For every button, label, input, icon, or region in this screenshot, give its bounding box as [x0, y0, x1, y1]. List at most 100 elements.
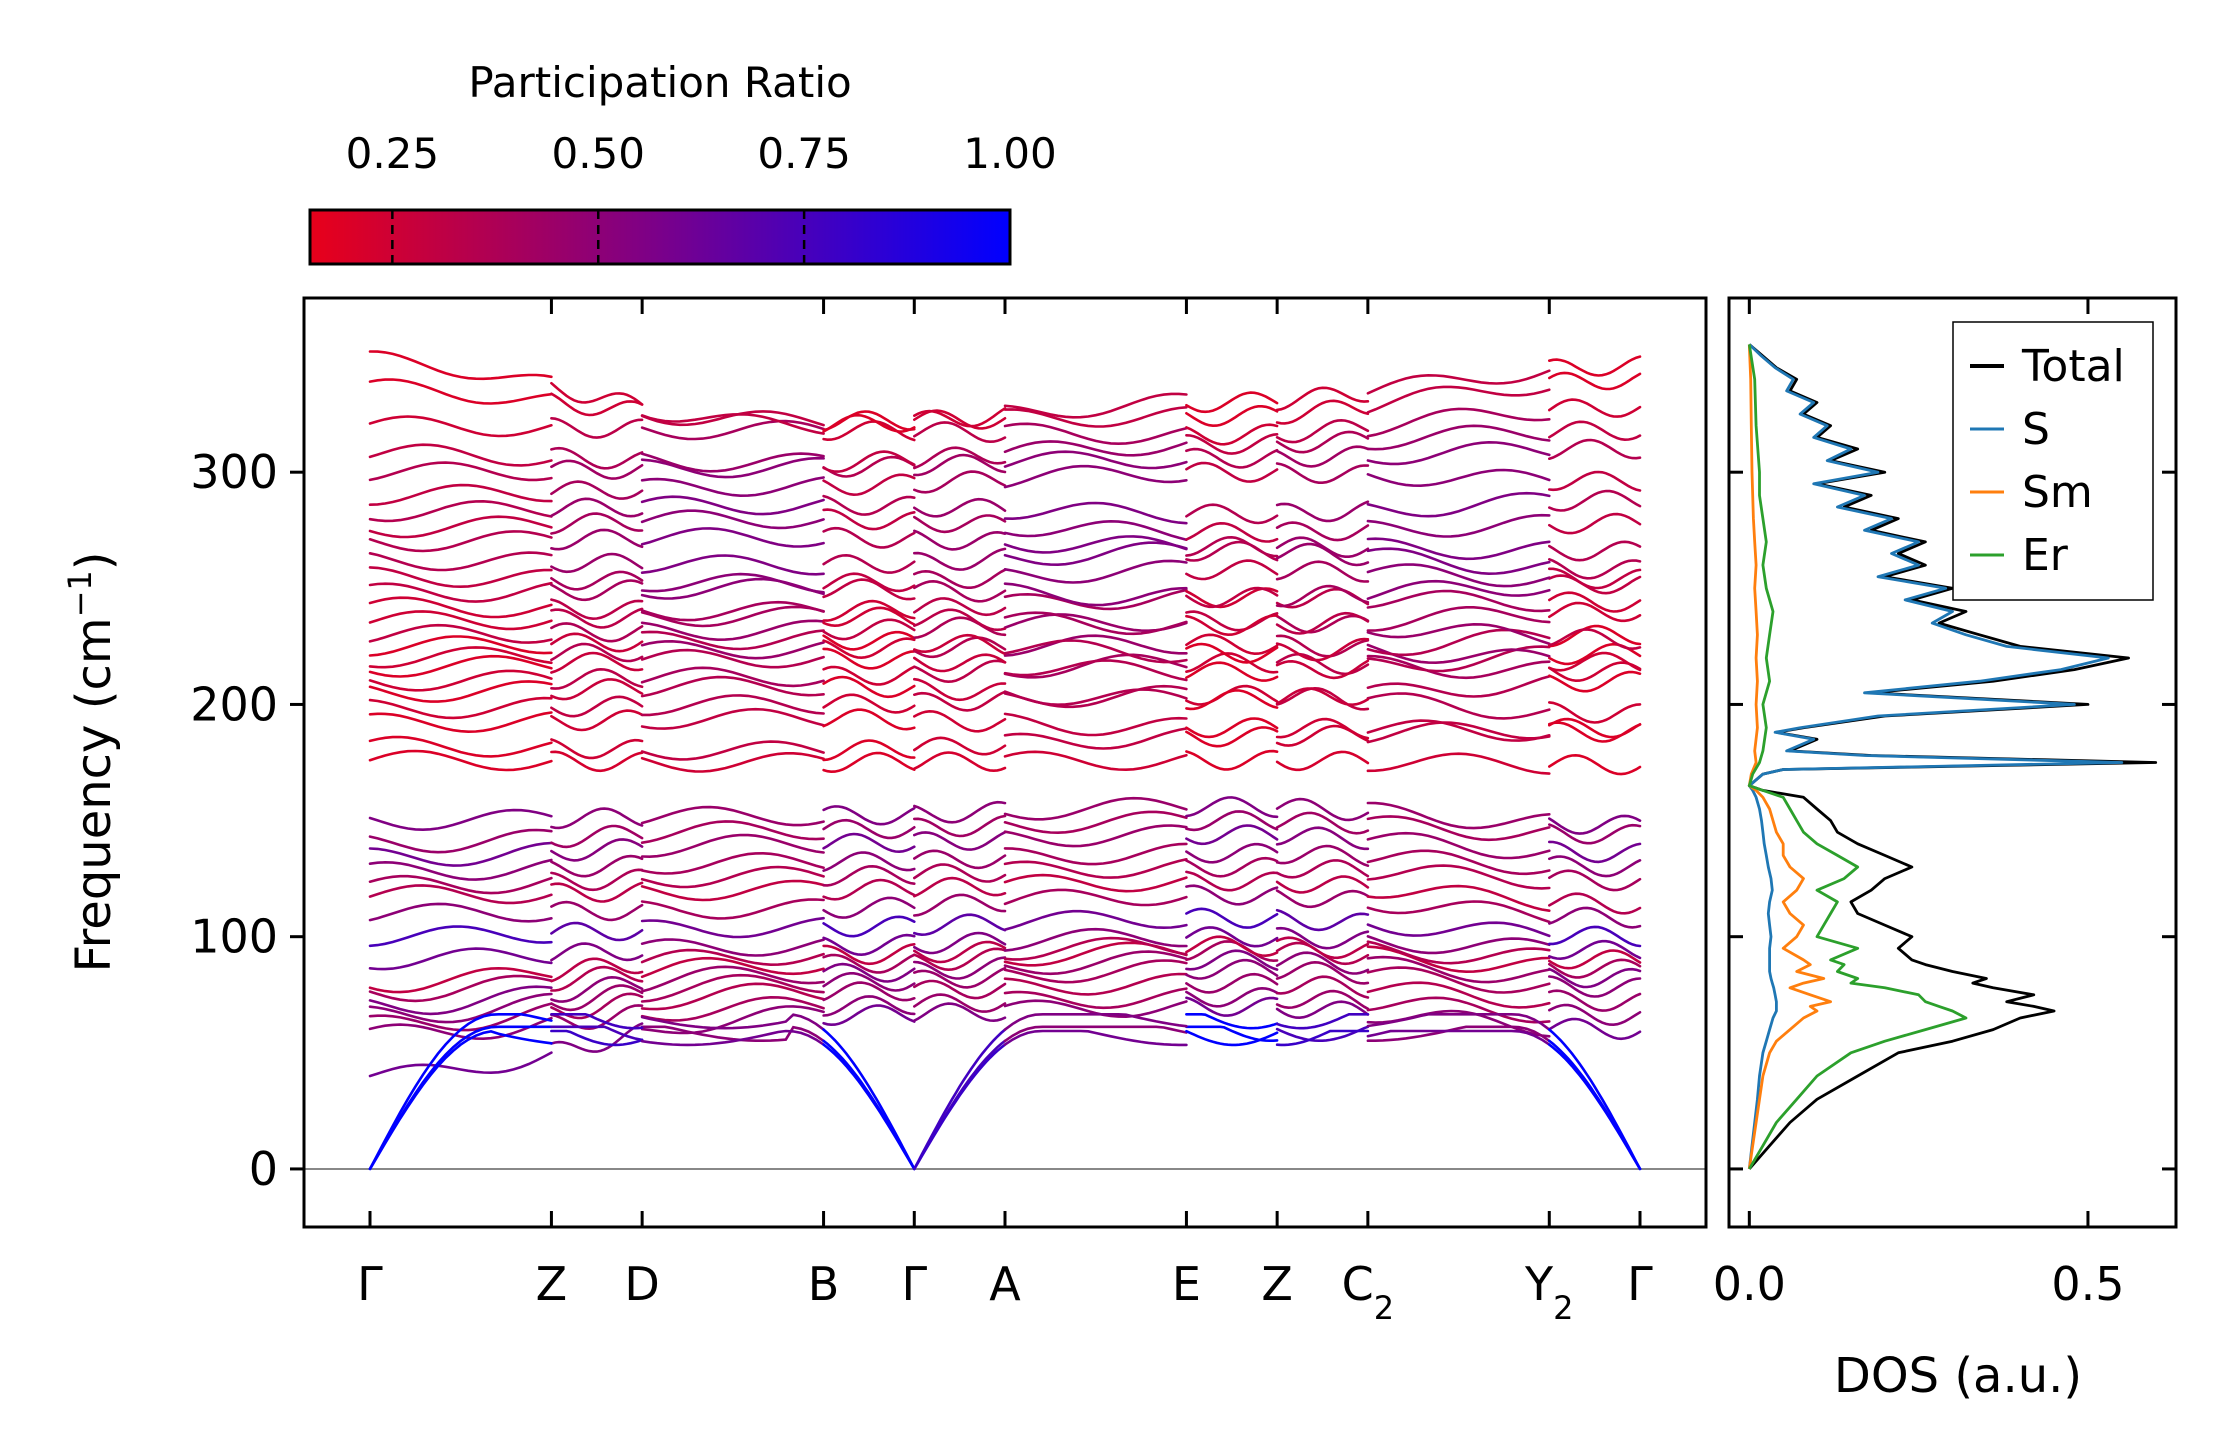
low-band-line [368, 925, 553, 948]
low-band-line [550, 1022, 644, 1053]
low-band-line [1275, 797, 1370, 822]
optical-band-line [1366, 547, 1551, 576]
low-band-line [1185, 907, 1279, 929]
optical-band-line [1185, 405, 1279, 428]
low-band-line [913, 940, 1007, 964]
low-band-line [1003, 936, 1188, 961]
low-band-line [1366, 831, 1551, 860]
acoustic-band-line [822, 1028, 916, 1171]
low-band-line [368, 808, 553, 832]
optical-band-line [550, 622, 644, 643]
low-band-line [550, 965, 644, 992]
low-band-line [822, 805, 916, 826]
optical-band-line [640, 605, 825, 628]
low-band-line [822, 896, 916, 919]
low-band-line [1003, 987, 1188, 1010]
dos-line-sm [1747, 344, 1832, 1170]
optical-band-line [822, 553, 916, 574]
optical-band-line [1548, 753, 1642, 776]
optical-band-line [1275, 399, 1370, 425]
optical-band-line [1275, 500, 1370, 523]
optical-band-line [1275, 652, 1370, 676]
optical-band-line [1275, 637, 1370, 662]
low-band-line [913, 956, 1007, 980]
low-band-line [1548, 1003, 1642, 1027]
k-point-label: B [808, 1257, 840, 1311]
optical-band-line [640, 456, 825, 479]
low-band-line [368, 985, 553, 1016]
optical-band-line [913, 616, 1007, 639]
low-band-line [822, 943, 916, 966]
low-band-line [550, 942, 644, 962]
acoustic-band-line [368, 1013, 553, 1171]
optical-band-line [1548, 470, 1642, 492]
optical-band-line [1003, 712, 1188, 737]
optical-band-line [1275, 542, 1370, 567]
optical-band-line [1548, 398, 1642, 418]
low-band-line [1003, 927, 1188, 952]
optical-band-line [1548, 651, 1642, 672]
optical-band-line [368, 483, 553, 506]
optical-band-line [1003, 559, 1188, 584]
optical-band-line [1366, 622, 1551, 645]
optical-band-line [640, 694, 825, 717]
optical-band-line [1548, 558, 1642, 580]
optical-band-line [1185, 717, 1279, 739]
optical-band-line [822, 630, 916, 651]
k-point-letter: A [989, 1257, 1021, 1311]
acoustic-band-line [640, 1029, 825, 1047]
low-band-line [640, 995, 825, 1022]
k-point-subscript: 2 [1374, 1289, 1394, 1327]
optical-band-line [913, 497, 1007, 518]
low-band-line [1548, 906, 1642, 929]
low-band-line [550, 881, 644, 903]
optical-band-line [913, 453, 1007, 477]
optical-band-line [822, 665, 916, 686]
optical-band-line [1366, 579, 1551, 600]
optical-band-line [1548, 591, 1642, 613]
optical-band-line [640, 527, 825, 548]
low-band-line [1003, 810, 1188, 835]
low-band-line [1185, 986, 1279, 1008]
y-tick-label: 300 [190, 445, 278, 499]
acoustic-band-line [913, 1043, 1007, 1171]
optical-band-line [368, 499, 553, 523]
k-point-label: A [989, 1257, 1021, 1311]
optical-band-line [368, 610, 553, 631]
colorbar-ticks: 0.25 0.50 0.75 1.00 [346, 129, 1057, 178]
low-band-line [1185, 824, 1279, 846]
optical-band-line [550, 667, 644, 690]
optical-band-line [1003, 634, 1188, 657]
optical-band-line [913, 529, 1007, 551]
low-band-line [822, 972, 916, 992]
low-band-line [640, 805, 825, 827]
band-lines [368, 350, 1642, 1171]
optical-band-line [550, 651, 644, 674]
optical-band-line [640, 419, 825, 441]
acoustic-band-line [913, 1028, 1007, 1171]
optical-band-line [1185, 391, 1279, 414]
optical-band-line [368, 711, 553, 734]
k-point-label: Γ [901, 1257, 927, 1311]
low-band-line [1366, 940, 1551, 965]
optical-band-line [550, 392, 644, 417]
y-tick-label: 100 [190, 910, 278, 964]
acoustic-band-line [1275, 1025, 1370, 1042]
k-point-label: Γ [1627, 1257, 1653, 1311]
low-band-line [1366, 935, 1551, 955]
low-band-line [368, 966, 553, 994]
low-band-line [913, 993, 1007, 1013]
optical-band-line [1366, 654, 1551, 680]
low-band-line [640, 982, 825, 1011]
dos-plot-frame [1727, 296, 2178, 1229]
dos-x-tick-label: 0.0 [1713, 1257, 1786, 1311]
low-band-line [1548, 949, 1642, 970]
dos-x-ticks: 0.0 0.5 [1713, 298, 2125, 1311]
optical-band-line [550, 381, 644, 406]
optical-band-line [1548, 661, 1642, 683]
low-band-line [822, 995, 916, 1017]
low-band-line [913, 814, 1007, 838]
low-band-line [1548, 814, 1642, 835]
low-band-line [1275, 859, 1370, 879]
optical-band-line [1366, 643, 1551, 665]
